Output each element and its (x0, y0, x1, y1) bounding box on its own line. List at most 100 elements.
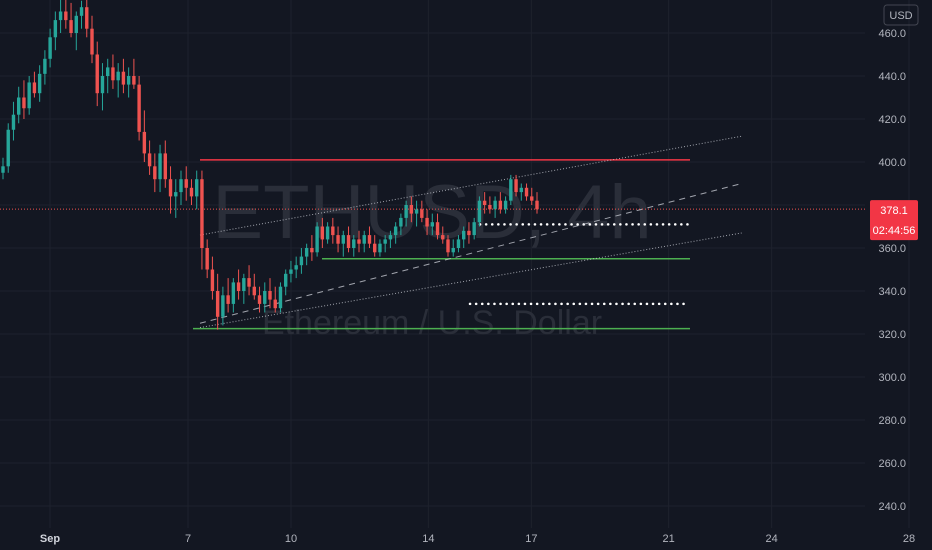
candle (179, 170, 183, 205)
candle-body (231, 282, 236, 304)
candle-body (472, 222, 476, 236)
candle (85, 0, 89, 38)
y-tick-label: 260.0 (878, 458, 906, 470)
candle (509, 174, 513, 205)
x-tick-label: 21 (663, 533, 675, 545)
candle (147, 140, 152, 175)
candle-body (27, 82, 31, 109)
candle (462, 226, 466, 248)
candle (430, 213, 434, 236)
y-tick-label: 420.0 (878, 114, 906, 126)
candle-body (362, 235, 366, 244)
annotations (193, 135, 742, 330)
candle (514, 174, 518, 197)
candle (69, 2, 73, 38)
candle-body (179, 179, 183, 193)
candle-body (142, 131, 147, 154)
candle (493, 196, 497, 218)
price-tag: 378.1 02:44:56 (870, 200, 918, 241)
candle (111, 54, 115, 89)
candle-body (221, 295, 225, 317)
candle (294, 256, 298, 279)
candle-body (456, 239, 461, 248)
candle-body (315, 226, 319, 253)
candle (126, 67, 131, 98)
candle-body (158, 153, 162, 180)
x-tick-label: 14 (422, 533, 434, 545)
candle (79, 0, 84, 29)
y-tick-label: 300.0 (878, 372, 906, 384)
x-tick-label: 17 (525, 533, 537, 545)
candle (168, 166, 173, 214)
candle (74, 11, 78, 51)
candle (373, 235, 377, 257)
candle (17, 86, 21, 124)
candle (1, 157, 5, 180)
candle (320, 217, 325, 248)
candle (278, 282, 283, 313)
candle (195, 170, 199, 210)
candle (503, 196, 508, 214)
candle-body (85, 7, 89, 29)
watermark-description: Ethereum / U.S. Dollar (262, 304, 602, 342)
candle (331, 217, 335, 244)
watermark: ETHUSD, 4h Ethereum / U.S. Dollar (212, 170, 651, 342)
currency-badge[interactable]: USD (883, 4, 919, 26)
candle-body (514, 179, 518, 193)
candle-body (184, 179, 188, 188)
candle-body (462, 230, 466, 240)
candle (121, 58, 126, 94)
candle-body (331, 226, 335, 236)
candle-body (404, 205, 408, 218)
candle (535, 192, 539, 214)
y-tick-label: 440.0 (878, 71, 906, 83)
candle (425, 209, 429, 236)
candle-body (242, 278, 246, 291)
candle (43, 50, 47, 85)
candle-body (336, 235, 340, 244)
candle (482, 192, 487, 214)
candle-body (58, 11, 63, 21)
candle (116, 63, 120, 98)
candle (472, 217, 476, 240)
candle (210, 256, 215, 300)
candle-body (373, 243, 377, 253)
candle-body (320, 226, 325, 240)
candle-body (11, 114, 16, 130)
candle-body (111, 67, 115, 81)
candle-body (200, 179, 204, 248)
candle (106, 58, 110, 94)
candle-body (393, 226, 398, 236)
candle (142, 110, 147, 162)
candle (95, 41, 99, 107)
channel-middle-line (199, 183, 742, 324)
candle (231, 278, 236, 313)
candle (530, 187, 534, 205)
candle-body (414, 209, 419, 214)
candle-body (137, 84, 141, 132)
candle-body (210, 269, 215, 291)
candle (414, 200, 419, 227)
time-axis[interactable]: Sep 7 10 14 17 21 24 28 (40, 533, 915, 545)
x-tick-label: 24 (766, 533, 778, 545)
candle (137, 76, 141, 141)
candle-body (467, 230, 471, 236)
candle (393, 222, 398, 244)
candle-body (69, 20, 73, 33)
candle-body (278, 286, 283, 309)
candle (226, 278, 230, 313)
candle (346, 226, 351, 253)
candle-body (367, 235, 372, 244)
candle-body (273, 299, 277, 309)
candle-body (95, 54, 99, 94)
candle-body (451, 248, 455, 253)
candle-body (441, 235, 445, 240)
candle (420, 200, 424, 223)
candle (53, 11, 58, 51)
candle (399, 213, 403, 236)
candle-body (32, 82, 37, 94)
candle (289, 260, 293, 283)
